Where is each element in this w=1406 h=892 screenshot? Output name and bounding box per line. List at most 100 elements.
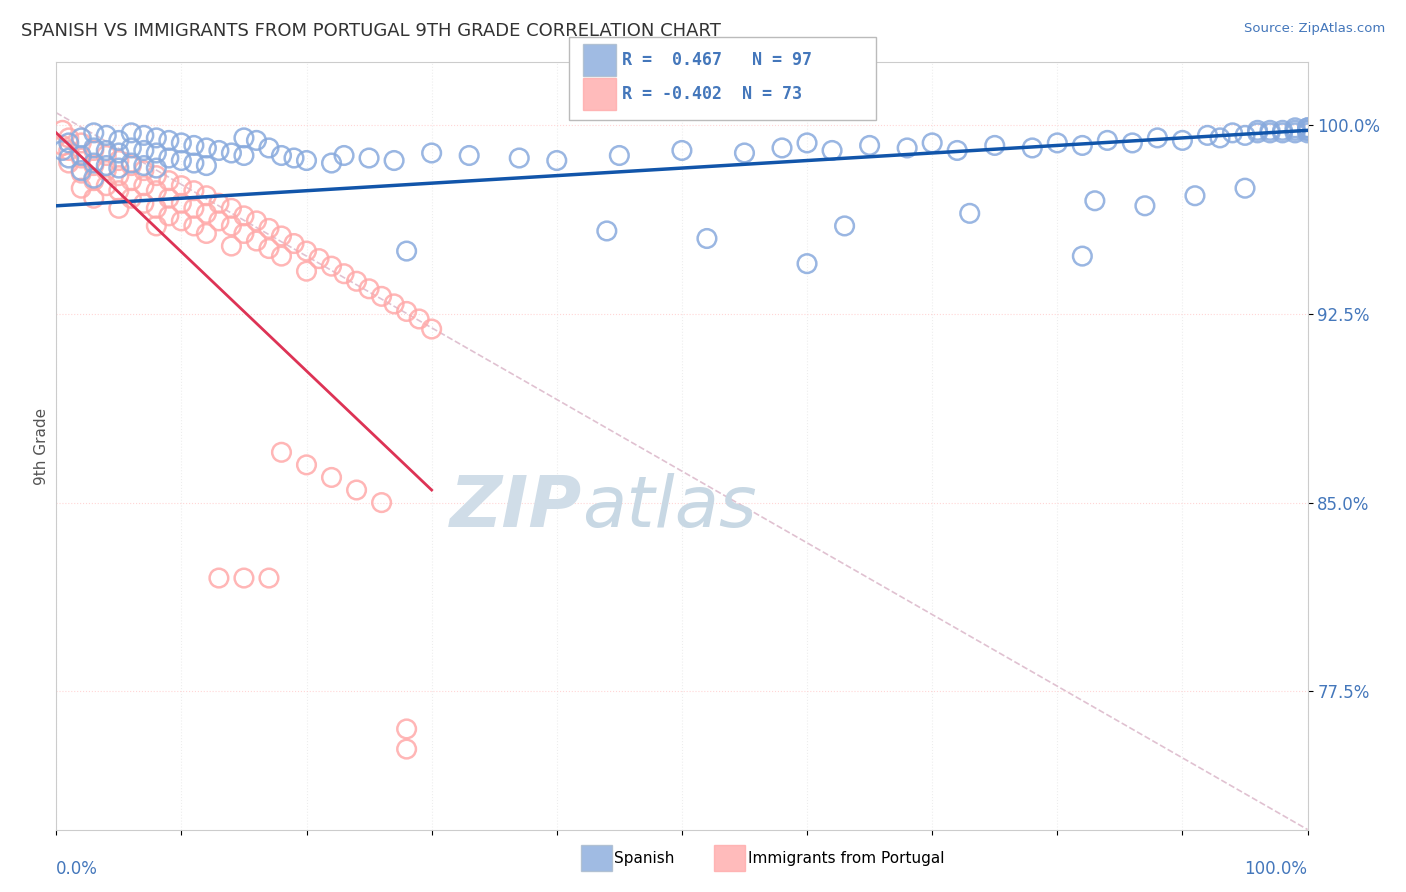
Point [984,138,1007,153]
Point [1296,120,1319,135]
Point [70,136,93,150]
Point [734,146,756,161]
Point [208,196,231,211]
Point [1258,126,1281,140]
Point [145,161,167,175]
FancyBboxPatch shape [569,37,876,120]
Point [1046,136,1069,150]
Point [120,156,142,170]
Point [270,445,292,459]
Point [96,163,118,178]
Point [321,259,343,273]
Point [195,188,218,202]
Point [1296,123,1319,137]
Point [382,153,405,168]
Point [1246,123,1268,137]
Point [420,146,443,161]
Point [257,141,280,155]
Text: R =  0.467   N = 97: R = 0.467 N = 97 [621,51,811,70]
Point [1071,249,1094,263]
Point [195,159,218,173]
Point [145,202,167,216]
Point [120,174,142,188]
Point [208,214,231,228]
Point [157,151,180,165]
Point [245,214,267,228]
Point [132,159,155,173]
Point [796,257,818,271]
Point [959,206,981,220]
Point [1146,131,1168,145]
Point [245,234,267,248]
Point [145,184,167,198]
Point [257,221,280,235]
Point [295,264,318,278]
Text: atlas: atlas [582,473,756,541]
Point [108,184,131,198]
Point [120,141,142,155]
Point [921,136,943,150]
Point [458,148,481,162]
Point [696,231,718,245]
Point [321,470,343,484]
Point [183,138,205,153]
Point [1184,188,1206,202]
Point [83,144,105,158]
Point [770,141,793,155]
Point [145,131,167,145]
Point [270,148,292,162]
Point [295,244,318,258]
Point [1296,120,1319,135]
Point [157,191,180,205]
Point [83,141,105,155]
Point [1171,133,1194,147]
Text: 100.0%: 100.0% [1244,860,1308,879]
Point [295,153,318,168]
Point [132,196,155,211]
Point [1209,131,1232,145]
Text: Immigrants from Portugal: Immigrants from Portugal [748,851,945,865]
Point [233,571,256,585]
Point [221,219,243,233]
Point [1097,133,1119,147]
Point [70,181,93,195]
FancyBboxPatch shape [583,44,616,76]
Point [1284,120,1306,135]
Point [233,209,256,223]
Point [96,178,118,193]
Point [1121,136,1143,150]
Point [183,156,205,170]
Point [609,148,631,162]
Text: SPANISH VS IMMIGRANTS FROM PORTUGAL 9TH GRADE CORRELATION CHART: SPANISH VS IMMIGRANTS FROM PORTUGAL 9TH … [21,22,721,40]
Point [51,123,73,137]
Point [370,289,392,303]
Point [333,148,356,162]
Point [70,131,93,145]
Point [96,159,118,173]
Point [170,153,193,168]
Point [257,242,280,256]
Point [120,159,142,173]
Point [83,174,105,188]
Point [270,249,292,263]
Point [420,322,443,336]
Point [382,297,405,311]
Point [83,156,105,170]
Point [1271,126,1294,140]
Point [70,151,93,165]
Point [120,126,142,140]
Point [1234,128,1257,143]
Point [395,244,418,258]
Point [395,742,418,756]
Point [183,219,205,233]
Point [283,151,305,165]
Point [96,128,118,143]
Point [321,156,343,170]
Point [70,148,93,162]
Point [257,571,280,585]
Point [51,144,73,158]
Point [70,166,93,180]
Point [96,144,118,158]
Point [1296,123,1319,137]
Point [370,495,392,509]
